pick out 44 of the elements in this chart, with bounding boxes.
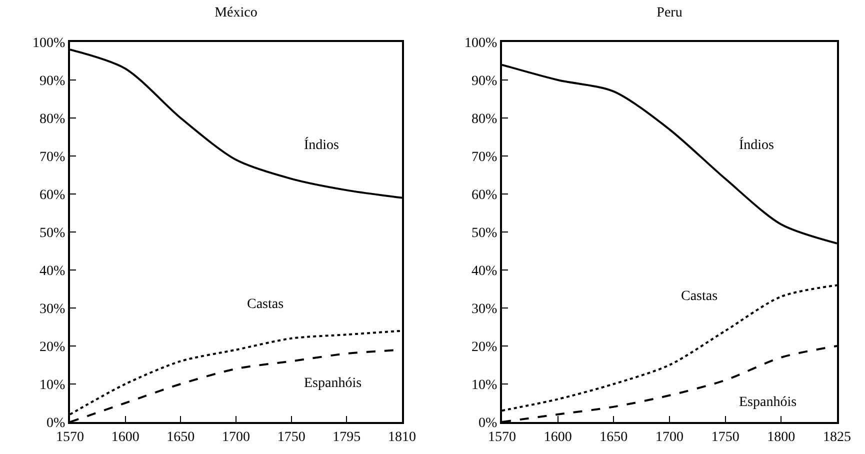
y-tick-label: 30%	[40, 302, 66, 317]
y-tick-label: 0%	[46, 416, 66, 431]
x-tick-label: 1750	[711, 430, 740, 445]
y-tick-label: 70%	[40, 150, 66, 165]
y-tick-label: 30%	[472, 302, 498, 317]
y-tick-label: 10%	[40, 378, 66, 393]
text: Índios	[739, 136, 774, 153]
y-tick-label: 40%	[40, 264, 66, 279]
y-tick-label: 70%	[472, 150, 498, 165]
y-tick-label: 50%	[472, 226, 498, 241]
y-tick-label: 60%	[40, 188, 66, 203]
x-tick-label: 1570	[488, 430, 516, 445]
x-tick-label: 1700	[222, 430, 250, 445]
y-tick-label: 0%	[478, 416, 498, 431]
y-tick-label: 80%	[40, 112, 66, 127]
series-label: Castas	[681, 289, 718, 304]
x-tick-label: 1600	[111, 430, 140, 445]
x-tick-label: 1810	[388, 430, 416, 445]
y-tick-label: 10%	[472, 378, 498, 393]
y-tick-label: 100%	[32, 36, 66, 51]
x-tick-label: 1570	[56, 430, 84, 445]
series-label: Castas	[247, 297, 284, 312]
y-tick-label: 40%	[472, 264, 498, 279]
text: Índios	[304, 136, 339, 153]
x-tick-label: 1825	[823, 430, 851, 445]
y-tick-label: 90%	[472, 74, 498, 89]
x-tick-label: 1750	[277, 430, 306, 445]
x-tick-label: 1795	[332, 430, 361, 445]
y-tick-label: 100%	[464, 36, 498, 51]
x-tick-label: 1650	[600, 430, 628, 445]
series-label: Espanhóis	[739, 395, 797, 410]
chart-title: Peru	[656, 6, 682, 21]
y-tick-label: 20%	[472, 340, 498, 355]
y-tick-label: 80%	[472, 112, 498, 127]
x-tick-label: 1700	[656, 430, 684, 445]
y-tick-label: 20%	[40, 340, 66, 355]
x-tick-label: 1650	[166, 430, 195, 445]
x-tick-label: 1600	[544, 430, 572, 445]
chart-title: México	[214, 6, 258, 21]
y-tick-label: 60%	[472, 188, 498, 203]
x-tick-label: 1800	[767, 430, 796, 445]
y-tick-label: 50%	[40, 226, 66, 241]
series-label: Espanhóis	[304, 376, 362, 391]
y-tick-label: 90%	[40, 74, 66, 89]
